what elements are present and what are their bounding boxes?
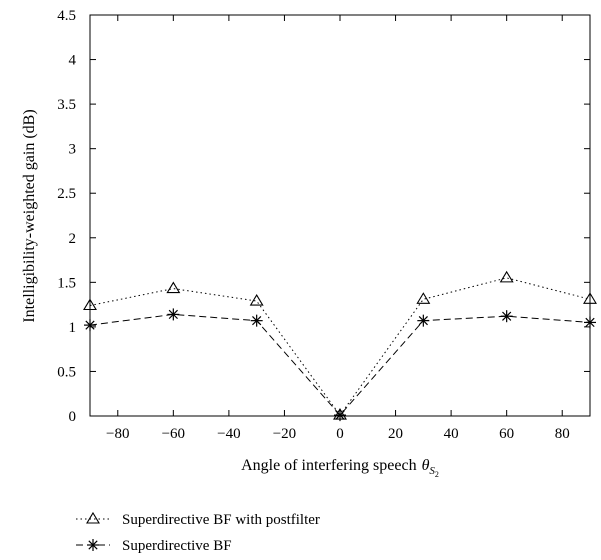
x-axis-label-subscript: S	[429, 465, 435, 477]
star-marker	[167, 308, 180, 321]
y-tick-label: 1	[69, 320, 77, 336]
x-tick-label: 80	[555, 426, 570, 442]
plot-series	[83, 270, 597, 422]
series-line	[89, 313, 591, 416]
triangle-marker	[416, 292, 431, 304]
series-0	[83, 270, 597, 420]
y-tick-label: 3.5	[57, 97, 76, 113]
triangle-marker	[249, 293, 264, 306]
y-tick-label: 2	[69, 231, 77, 247]
y-tick-label: 3	[69, 142, 77, 158]
triangle-marker	[83, 298, 97, 311]
x-axis-label-symbol: θ	[422, 457, 430, 474]
x-tick-label: 40	[444, 426, 459, 442]
triangle-marker	[499, 270, 514, 283]
star-marker	[500, 310, 513, 323]
plot-frame	[89, 14, 591, 417]
legend: Superdirective BF with postfilter Superd…	[76, 511, 320, 554]
x-tick-label: 0	[336, 426, 344, 442]
triangle-marker	[583, 292, 597, 304]
y-tick-label: 4	[69, 53, 77, 69]
star-marker-icon	[87, 539, 99, 551]
y-tick-label: 0.5	[57, 364, 76, 380]
y-tick-label: 4.5	[57, 8, 76, 24]
star-marker	[417, 314, 430, 327]
y-tick-label: 1.5	[57, 275, 76, 291]
x-tick-label: −60	[162, 426, 185, 442]
star-marker	[584, 316, 596, 329]
x-axis-label-text: Angle of interfering speech	[241, 457, 416, 474]
x-tick-label: −80	[106, 426, 129, 442]
x-tick-label: −40	[217, 426, 240, 442]
x-tick-label: −20	[273, 426, 296, 442]
star-marker	[334, 409, 346, 422]
star-marker	[84, 319, 96, 332]
series-line	[89, 277, 591, 416]
plot-axes: −80 −60 −40 −20 0 20 40 60 80 0 0.5 1 1.5 2 2.5 3 3.5 4 4.…	[57, 8, 591, 442]
series-1	[84, 308, 596, 422]
legend-label-beamformer: Superdirective BF	[122, 538, 232, 554]
legend-item-beamformer: Superdirective BF	[76, 538, 232, 554]
x-axis-label: Angle of interfering speech θS2	[241, 457, 439, 479]
y-tick-label: 0	[69, 409, 77, 425]
x-tick-label: 60	[499, 426, 514, 442]
triangle-marker	[166, 281, 181, 294]
star-marker	[250, 314, 263, 327]
legend-label-postfilter: Superdirective BF with postfilter	[122, 512, 320, 528]
triangle-marker-icon	[86, 511, 100, 524]
x-tick-label: 20	[388, 426, 403, 442]
y-tick-label: 2.5	[57, 186, 76, 202]
legend-item-postfilter: Superdirective BF with postfilter	[76, 511, 320, 528]
y-axis-label: Intelligibility-weighted gain (dB)	[21, 109, 38, 322]
x-axis-label-subsubscript: 2	[435, 470, 439, 479]
